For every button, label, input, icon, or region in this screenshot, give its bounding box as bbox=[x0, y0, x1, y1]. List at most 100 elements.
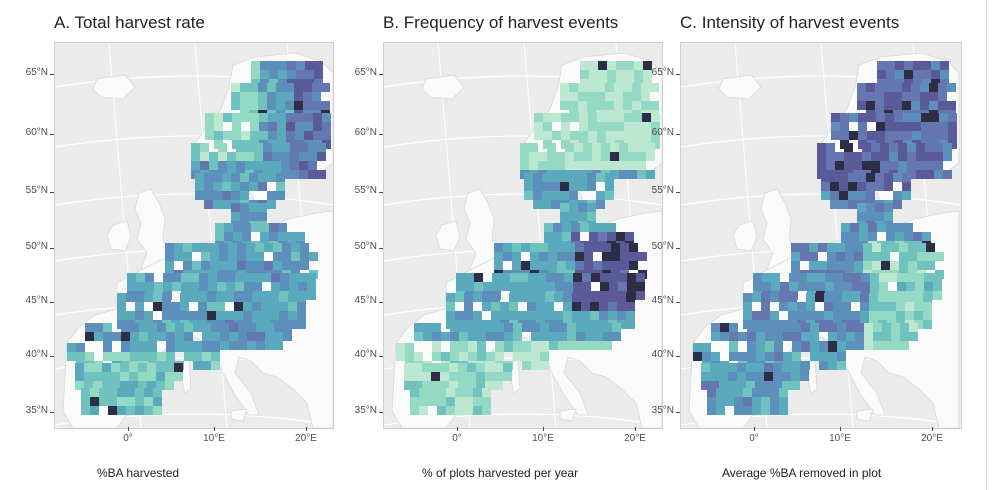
raster-cell bbox=[616, 61, 625, 70]
raster-cell bbox=[174, 363, 183, 372]
raster-cell bbox=[437, 406, 446, 415]
raster-cell bbox=[138, 381, 147, 390]
raster-cell bbox=[634, 70, 643, 79]
raster-cell bbox=[538, 152, 547, 161]
longitude-tick bbox=[457, 427, 458, 431]
raster-cell bbox=[573, 282, 582, 291]
raster-cell bbox=[646, 143, 655, 152]
raster-cell bbox=[467, 372, 476, 381]
raster-cell bbox=[846, 323, 855, 332]
raster-cell bbox=[931, 61, 940, 70]
raster-cell bbox=[202, 343, 211, 352]
raster-cell bbox=[322, 140, 331, 149]
raster-cell bbox=[916, 143, 925, 152]
raster-cell bbox=[121, 343, 130, 352]
raster-cell bbox=[830, 182, 839, 191]
raster-cell bbox=[753, 273, 762, 282]
raster-cell bbox=[557, 252, 566, 261]
raster-cell bbox=[833, 311, 842, 320]
raster-cell bbox=[608, 311, 617, 320]
raster-cell bbox=[914, 293, 923, 302]
raster-cell bbox=[806, 302, 815, 311]
raster-cell bbox=[925, 143, 934, 152]
raster-cell bbox=[853, 161, 862, 170]
raster-cell bbox=[882, 323, 891, 332]
raster-cell bbox=[81, 388, 90, 397]
raster-cell bbox=[202, 332, 211, 341]
raster-cell bbox=[163, 282, 172, 291]
raster-cell bbox=[887, 293, 896, 302]
raster-cell bbox=[646, 152, 655, 161]
raster-cell bbox=[598, 232, 607, 241]
raster-cell bbox=[633, 122, 642, 131]
raster-cell bbox=[895, 70, 904, 79]
raster-cell bbox=[860, 311, 869, 320]
raster-cell bbox=[875, 173, 884, 182]
raster-cell bbox=[893, 191, 902, 200]
raster-cell bbox=[831, 131, 840, 140]
raster-cell bbox=[240, 203, 249, 212]
latitude-tick-label: 35°N bbox=[354, 405, 377, 416]
raster-cell bbox=[782, 372, 791, 381]
raster-cell bbox=[477, 332, 486, 341]
raster-cell bbox=[911, 92, 920, 101]
raster-cell bbox=[567, 332, 576, 341]
raster-cell bbox=[567, 341, 576, 350]
raster-cell bbox=[761, 388, 770, 397]
raster-cell bbox=[271, 282, 280, 291]
raster-cell bbox=[270, 293, 279, 302]
raster-cell bbox=[791, 252, 800, 261]
raster-cell bbox=[244, 282, 253, 291]
raster-cell bbox=[539, 252, 548, 261]
raster-cell bbox=[120, 381, 129, 390]
raster-cell bbox=[247, 323, 256, 332]
raster-cell bbox=[544, 223, 553, 232]
raster-cell bbox=[307, 282, 316, 291]
latitude-tick-label: 55°N bbox=[651, 185, 674, 196]
raster-cell bbox=[509, 311, 518, 320]
raster-cell bbox=[817, 152, 826, 161]
raster-cell bbox=[555, 282, 564, 291]
raster-cell bbox=[561, 131, 570, 140]
raster-cell bbox=[162, 311, 171, 320]
raster-cells bbox=[67, 61, 331, 415]
raster-cell bbox=[286, 131, 295, 140]
latitude-tick-label: 35°N bbox=[25, 405, 48, 416]
raster-cell bbox=[510, 282, 519, 291]
raster-cell bbox=[830, 173, 839, 182]
latitude-tick bbox=[379, 356, 383, 357]
raster-cell bbox=[743, 406, 752, 415]
raster-cell bbox=[618, 273, 627, 282]
raster-cell bbox=[467, 381, 476, 390]
latitude-tick bbox=[50, 248, 54, 249]
raster-cell bbox=[855, 323, 864, 332]
raster-cell bbox=[231, 212, 240, 221]
raster-cell bbox=[791, 372, 800, 381]
raster-cell bbox=[228, 261, 237, 270]
raster-cell bbox=[578, 203, 587, 212]
raster-cell bbox=[218, 143, 227, 152]
raster-cell bbox=[278, 70, 287, 79]
raster-cell bbox=[231, 83, 240, 92]
raster-cell bbox=[120, 372, 129, 381]
raster-cell bbox=[277, 113, 286, 122]
raster-cell bbox=[877, 223, 886, 232]
raster-cell bbox=[590, 302, 599, 311]
raster-cell bbox=[907, 152, 916, 161]
raster-cell bbox=[569, 92, 578, 101]
land-shape bbox=[92, 74, 136, 100]
raster-cell bbox=[840, 131, 849, 140]
raster-cell bbox=[117, 302, 126, 311]
raster-cell bbox=[588, 131, 597, 140]
raster-cell bbox=[571, 223, 580, 232]
raster-cell bbox=[543, 122, 552, 131]
raster-cell bbox=[646, 170, 655, 179]
raster-cell bbox=[636, 282, 645, 291]
raster-cell bbox=[280, 282, 289, 291]
raster-cell bbox=[752, 293, 761, 302]
raster-cell bbox=[642, 113, 651, 122]
raster-cell bbox=[300, 252, 309, 261]
raster-cell bbox=[147, 381, 156, 390]
raster-cell bbox=[192, 261, 201, 270]
raster-cell bbox=[597, 131, 606, 140]
